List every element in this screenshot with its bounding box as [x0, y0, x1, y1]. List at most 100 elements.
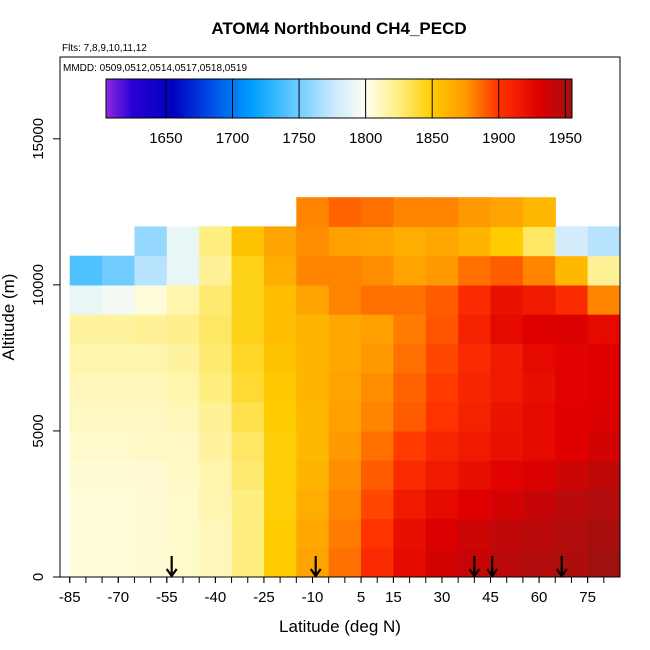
- heat-cell: [361, 430, 394, 461]
- heat-cell: [134, 460, 168, 490]
- heat-cell: [555, 460, 589, 490]
- heat-cell: [603, 284, 620, 315]
- heat-cell: [361, 518, 394, 549]
- heat-cell: [263, 226, 297, 257]
- heat-cell: [361, 489, 394, 520]
- heat-cell: [393, 518, 427, 549]
- heat-cell: [425, 547, 459, 577]
- heat-cell: [458, 314, 492, 344]
- heat-cell: [69, 547, 103, 577]
- heat-cell: [134, 489, 168, 520]
- x-tick-label: -25: [253, 589, 275, 606]
- heat-cell: [587, 314, 605, 344]
- heat-cell: [69, 343, 103, 374]
- heat-cell: [296, 343, 330, 374]
- colorbar-tick-label: 1850: [416, 130, 449, 147]
- x-tick-label: 60: [531, 589, 548, 606]
- colorbar: 1650 1700 1750 1800 1850 1900 1950: [105, 78, 582, 147]
- heat-cell: [328, 314, 362, 344]
- heat-cell: [166, 226, 200, 257]
- heat-cell: [199, 547, 233, 577]
- heat-cell: [361, 255, 394, 286]
- heat-cell: [361, 197, 394, 227]
- heat-cell: [522, 460, 556, 490]
- heat-cell: [555, 343, 589, 374]
- heat-cell: [199, 489, 233, 520]
- heat-cell: [166, 489, 200, 520]
- colorbar-tick-label: 1950: [549, 130, 582, 147]
- heat-cell: [328, 489, 362, 520]
- heat-cell: [555, 372, 589, 403]
- heat-cell: [603, 255, 620, 286]
- heat-cell: [166, 255, 200, 286]
- heat-cell: [490, 314, 524, 344]
- heat-cell: [296, 372, 330, 403]
- profile-arrows: [165, 556, 568, 578]
- heat-cell: [361, 314, 394, 344]
- heat-cell: [603, 314, 620, 344]
- heat-cell: [134, 547, 168, 577]
- heat-cell: [458, 197, 492, 227]
- heat-cell: [69, 518, 103, 549]
- heat-cell: [69, 489, 103, 520]
- heat-cell: [199, 460, 233, 490]
- heat-cell: [361, 547, 394, 577]
- heat-cell: [102, 489, 136, 520]
- heat-cell: [555, 489, 589, 520]
- heat-cell: [425, 197, 459, 227]
- profile-arrow: [309, 556, 322, 578]
- heat-cell: [296, 518, 330, 549]
- heat-cell: [587, 401, 605, 432]
- heat-cell: [231, 547, 265, 577]
- heat-cell: [458, 460, 492, 490]
- heat-cell: [361, 372, 394, 403]
- heat-cell: [263, 314, 297, 344]
- x-tick-label: -10: [302, 589, 324, 606]
- heat-cell: [522, 343, 556, 374]
- heat-cell: [263, 489, 297, 520]
- heat-cell: [603, 401, 620, 432]
- heat-cell: [166, 518, 200, 549]
- heat-cell: [102, 255, 136, 286]
- heat-cell: [490, 430, 524, 461]
- x-axis-label: Latitude (deg N): [279, 617, 401, 636]
- heat-cell: [263, 460, 297, 490]
- heat-cell: [231, 518, 265, 549]
- heat-cell: [166, 460, 200, 490]
- x-tick-label: 75: [579, 589, 596, 606]
- heat-cell: [393, 401, 427, 432]
- heat-cell: [458, 518, 492, 549]
- heat-cell: [587, 547, 605, 577]
- heat-cell: [134, 284, 168, 315]
- heat-cell: [199, 401, 233, 432]
- heat-cell: [296, 284, 330, 315]
- heat-cell: [522, 284, 556, 315]
- heat-cell: [134, 255, 168, 286]
- heat-cell: [522, 197, 556, 227]
- heat-cell: [425, 489, 459, 520]
- heat-cell: [199, 518, 233, 549]
- heat-cell: [603, 547, 620, 577]
- heat-cell: [587, 226, 605, 257]
- profile-arrow: [486, 556, 499, 578]
- dates-note: MMDD: 0509,0512,0514,0517,0518,0519: [63, 63, 247, 74]
- heat-cell: [603, 460, 620, 490]
- heat-cell: [425, 314, 459, 344]
- heat-cell: [361, 401, 394, 432]
- heat-cell: [134, 401, 168, 432]
- heat-cell: [458, 372, 492, 403]
- x-tick-label: 15: [385, 589, 402, 606]
- heat-cell: [69, 372, 103, 403]
- heat-cell: [603, 489, 620, 520]
- heat-cell: [587, 489, 605, 520]
- heat-cell: [328, 518, 362, 549]
- heat-cell: [328, 372, 362, 403]
- heat-cell: [134, 372, 168, 403]
- heat-cell: [296, 430, 330, 461]
- heat-cell: [231, 226, 265, 257]
- heat-cell: [328, 255, 362, 286]
- heat-cell: [296, 226, 330, 257]
- heat-cell: [361, 343, 394, 374]
- heat-cell: [587, 255, 605, 286]
- profile-arrow: [165, 556, 178, 578]
